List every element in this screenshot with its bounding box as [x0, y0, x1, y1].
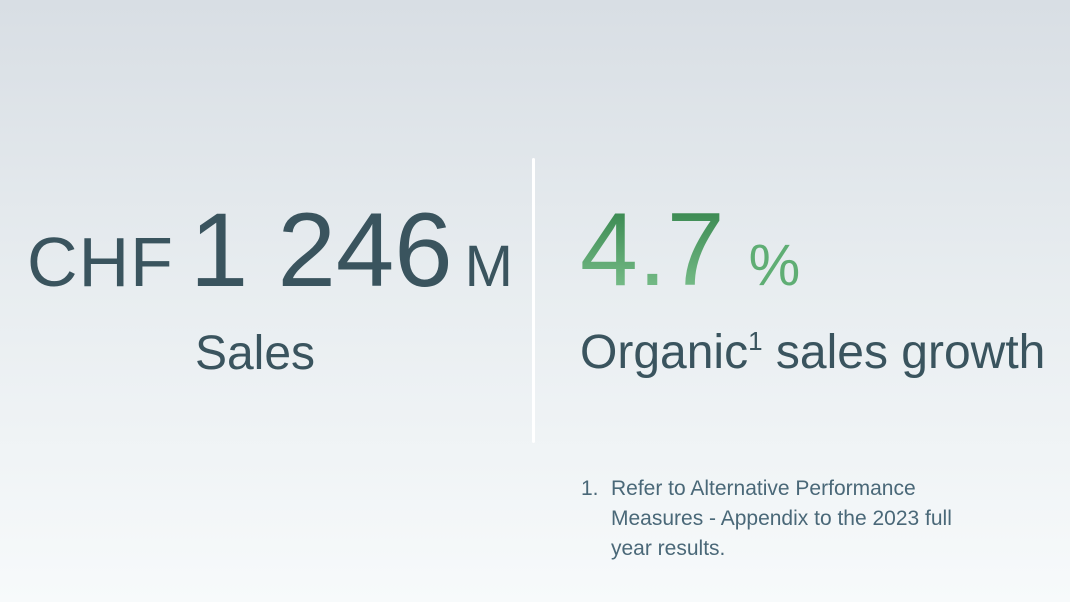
growth-label-footnote-ref: 1: [748, 326, 763, 356]
vertical-divider: [532, 158, 535, 443]
growth-stat-block: 4.7 % Organic1 sales growth: [580, 198, 1050, 377]
footnote-line: year results.: [611, 537, 726, 560]
growth-label: Organic1 sales growth: [580, 326, 1050, 379]
growth-value-row: 4.7 %: [580, 198, 1050, 302]
growth-label-suffix: sales growth: [762, 326, 1046, 379]
footnote-line: Refer to Alternative Performance: [611, 477, 916, 500]
growth-unit: %: [748, 233, 801, 298]
growth-value: 4.7: [580, 192, 725, 308]
footnote-text: Refer to Alternative Performance Measure…: [611, 474, 952, 564]
footnote: 1. Refer to Alternative Performance Meas…: [581, 474, 952, 564]
sales-value-row: CHF 1 246 M: [27, 192, 513, 309]
sales-stat-block: CHF 1 246 M Sales: [27, 192, 513, 380]
footnote-line: Measures - Appendix to the 2023 full: [611, 507, 952, 530]
sales-label: Sales: [194, 327, 316, 380]
sales-currency: CHF: [27, 223, 174, 301]
growth-label-prefix: Organic: [580, 326, 749, 379]
sales-unit: M: [464, 234, 513, 299]
footnote-marker: 1.: [581, 477, 599, 500]
sales-value: 1 246: [189, 192, 453, 309]
